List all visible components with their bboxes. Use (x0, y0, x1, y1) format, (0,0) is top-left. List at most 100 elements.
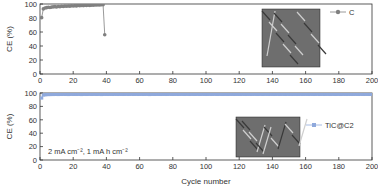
y-tick-label: 80 (29, 102, 37, 111)
x-tick-label: 200 (366, 162, 378, 171)
x-tick-label: 200 (366, 76, 378, 85)
y-tick (40, 106, 43, 107)
x-tick-label: 100 (200, 162, 213, 171)
x-tick (40, 157, 41, 160)
legend-label: TiC@C2 (325, 121, 354, 130)
x-tick (272, 157, 273, 160)
series-line (42, 5, 105, 35)
inset-texture (271, 138, 279, 147)
x-tick-label: 80 (169, 76, 177, 85)
x-tick-label: 0 (38, 76, 42, 85)
x-tick (73, 71, 74, 74)
x-axis-label: Cycle number (181, 177, 231, 186)
inset-texture (297, 12, 305, 21)
legend-marker (312, 123, 316, 127)
inset-texture (274, 13, 282, 22)
inset-texture (299, 119, 307, 146)
y-tick-label: 40 (29, 42, 37, 51)
x-tick-label: 40 (102, 162, 110, 171)
y-tick-label: 0 (33, 70, 37, 79)
x-tick (338, 157, 339, 160)
x-tick-label: 20 (69, 76, 77, 85)
x-tick-label: 60 (135, 76, 143, 85)
inset-texture (267, 11, 275, 56)
inset-texture (263, 127, 271, 154)
x-tick (40, 71, 41, 74)
inset-texture (318, 45, 326, 54)
inset-texture (256, 143, 264, 152)
x-tick (305, 157, 306, 160)
inset-texture (295, 46, 303, 55)
panel: 020406080100020406080100120140160180200C… (5, 89, 378, 186)
marks (40, 4, 107, 37)
y-tick-label: 20 (29, 56, 37, 65)
y-tick (40, 46, 43, 47)
x-tick (338, 71, 339, 74)
data-point (40, 16, 43, 20)
x-tick (239, 71, 240, 74)
y-tick (40, 160, 43, 161)
x-tick (272, 71, 273, 74)
x-tick-label: 180 (333, 76, 346, 85)
x-tick-label: 160 (299, 76, 312, 85)
x-tick (239, 157, 240, 160)
x-tick (106, 71, 107, 74)
y-tick (40, 4, 43, 5)
inset-texture (304, 23, 312, 32)
x-tick-label: 40 (102, 76, 110, 85)
inset-texture (262, 11, 270, 20)
data-point (370, 93, 372, 96)
x-tick-label: 120 (233, 162, 246, 171)
y-tick (40, 32, 43, 33)
inset-texture (285, 124, 293, 133)
y-axis-label: CE (%) (5, 113, 14, 139)
inset-texture (250, 141, 258, 150)
annotation: 2 mA cm⁻², 1 mA h cm⁻² (48, 147, 128, 156)
y-tick (40, 146, 43, 147)
inset-texture (276, 33, 284, 42)
x-tick-label: 60 (135, 162, 143, 171)
legend-label: C (349, 8, 355, 17)
y-tick-label: 100 (24, 89, 37, 98)
x-tick (139, 157, 140, 160)
x-tick-label: 180 (333, 162, 346, 171)
x-tick-label: 20 (69, 162, 77, 171)
data-point (101, 4, 105, 7)
inset-texture (236, 119, 244, 128)
x-tick (172, 71, 173, 74)
inset-background (262, 9, 320, 67)
plot-frame (40, 93, 372, 160)
x-tick-label: 80 (169, 162, 177, 171)
background (0, 0, 378, 189)
x-tick-label: 140 (266, 76, 279, 85)
x-tick-label: 160 (299, 162, 312, 171)
y-tick-label: 60 (29, 28, 37, 37)
x-tick (172, 157, 173, 160)
x-tick-label: 120 (233, 76, 246, 85)
y-tick (40, 119, 43, 120)
x-tick (372, 71, 373, 74)
inset-texture (288, 35, 296, 44)
x-tick (305, 71, 306, 74)
inset-texture (249, 132, 257, 141)
inset-image (262, 9, 326, 67)
marks (40, 93, 372, 100)
x-tick-label: 100 (200, 76, 213, 85)
y-axis-label: CE (%) (5, 26, 14, 52)
inset-texture (257, 125, 265, 152)
inset-texture (281, 24, 289, 33)
x-tick-label: 0 (38, 162, 42, 171)
x-tick (139, 71, 140, 74)
inset-texture (311, 34, 319, 43)
legend-marker (336, 10, 340, 14)
inset-texture (283, 44, 291, 53)
y-tick-label: 40 (29, 129, 37, 138)
x-tick (206, 157, 207, 160)
y-tick-label: 100 (24, 0, 37, 9)
y-tick-label: 20 (29, 142, 37, 151)
inset-texture (290, 55, 298, 64)
x-tick-label: 140 (266, 162, 279, 171)
inset-texture (243, 130, 251, 139)
y-tick (40, 60, 43, 61)
x-tick (372, 157, 373, 160)
